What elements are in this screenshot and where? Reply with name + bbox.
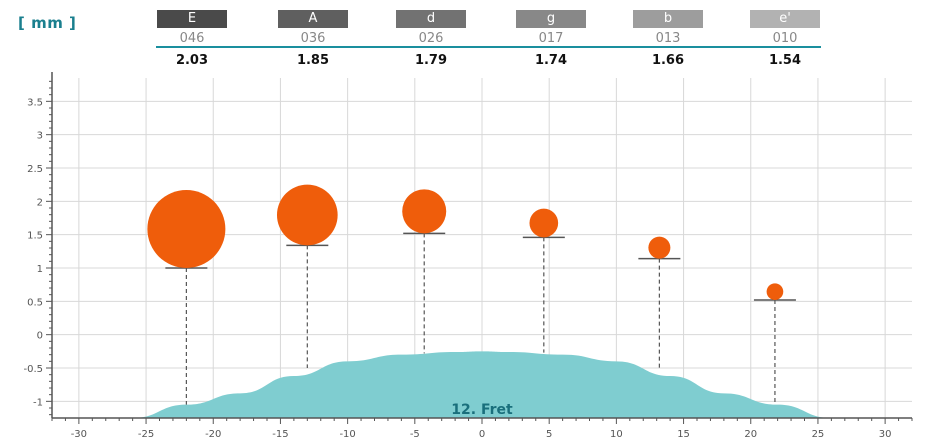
- string-action-value: 2.03: [175, 53, 209, 68]
- y-tick-label: 3.5: [27, 97, 43, 108]
- string-action-value: 1.79: [414, 53, 448, 68]
- string-gauge: 046: [179, 31, 205, 46]
- string-circle: [276, 184, 338, 246]
- x-tick-label: 25: [812, 429, 825, 440]
- y-tick-label: 2.5: [27, 164, 43, 175]
- string-name-header: d: [396, 10, 466, 28]
- y-tick-label: 1: [37, 264, 43, 275]
- string-action-value: 1.74: [534, 53, 568, 68]
- fretboard-profile: [132, 351, 832, 418]
- string-name-header: e': [750, 10, 820, 28]
- x-tick-label: -30: [71, 429, 87, 440]
- string-name-header: A: [278, 10, 348, 28]
- x-tick-label: -20: [205, 429, 221, 440]
- header-divider: [156, 46, 821, 48]
- string-name-header: g: [516, 10, 586, 28]
- x-tick-label: -5: [410, 429, 420, 440]
- unit-label: [ mm ]: [18, 14, 77, 32]
- string-name-header: E: [157, 10, 227, 28]
- x-tick-label: 0: [479, 429, 485, 440]
- y-tick-label: 3: [37, 131, 43, 142]
- x-tick-label: 20: [744, 429, 757, 440]
- x-tick-label: 5: [546, 429, 552, 440]
- string-circle: [147, 190, 226, 268]
- string-gauge: 010: [772, 31, 798, 46]
- y-tick-label: -0.5: [23, 364, 43, 375]
- string-circle: [402, 189, 447, 234]
- y-tick-label: 2: [37, 197, 43, 208]
- string-gauge: 013: [655, 31, 681, 46]
- string-circle: [766, 283, 784, 300]
- string-name-header: b: [633, 10, 703, 28]
- x-tick-label: 15: [677, 429, 690, 440]
- fret-label: 12. Fret: [451, 402, 513, 418]
- string-circle: [648, 236, 671, 259]
- x-tick-label: -25: [138, 429, 154, 440]
- y-tick-label: -1: [33, 397, 43, 408]
- string-circle: [529, 208, 559, 238]
- y-tick-label: 1.5: [27, 231, 43, 242]
- y-tick-label: 0.5: [27, 297, 43, 308]
- string-action-value: 1.66: [651, 53, 685, 68]
- string-gauge: 036: [300, 31, 326, 46]
- x-tick-label: 10: [610, 429, 623, 440]
- x-tick-label: 30: [879, 429, 892, 440]
- y-tick-label: 0: [37, 331, 43, 342]
- string-gauge: 017: [538, 31, 564, 46]
- string-action-value: 1.54: [768, 53, 802, 68]
- string-action-value: 1.85: [296, 53, 330, 68]
- string-gauge: 026: [418, 31, 444, 46]
- x-tick-label: -15: [272, 429, 288, 440]
- x-tick-label: -10: [339, 429, 355, 440]
